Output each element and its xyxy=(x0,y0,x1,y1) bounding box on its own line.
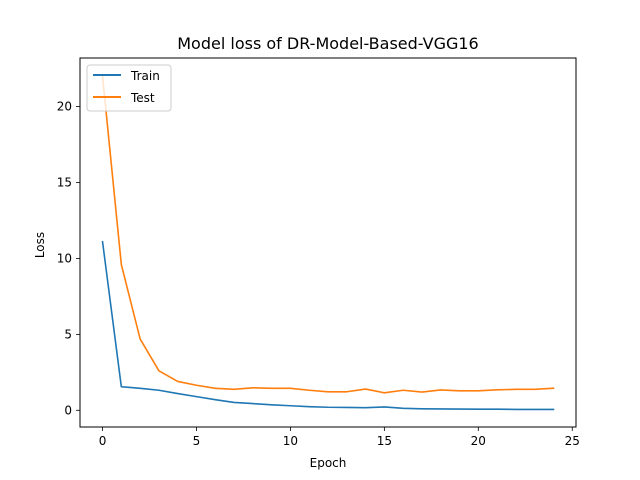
x-axis-label: Epoch xyxy=(310,456,347,470)
y-axis-label: Loss xyxy=(33,232,47,258)
x-tick-label: 5 xyxy=(193,434,201,448)
y-tick-label: 15 xyxy=(57,176,72,190)
y-axis-ticks: 0 5 10 15 20 xyxy=(57,100,80,417)
y-tick-label: 10 xyxy=(57,251,72,265)
x-tick-label: 20 xyxy=(471,434,486,448)
y-tick-label: 5 xyxy=(64,327,72,341)
series-lines xyxy=(101,75,555,411)
y-tick-label: 20 xyxy=(57,100,72,114)
legend: Train Test xyxy=(86,64,172,112)
x-tick-label: 15 xyxy=(377,434,392,448)
series-line-train xyxy=(101,240,555,411)
legend-box xyxy=(86,64,172,112)
x-tick-label: 10 xyxy=(283,434,298,448)
legend-label-test: Test xyxy=(130,91,155,105)
plot-frame xyxy=(79,57,577,428)
series-line-test xyxy=(101,75,555,394)
legend-label-train: Train xyxy=(130,69,160,83)
y-tick-label: 0 xyxy=(64,403,72,417)
chart-title: Model loss of DR-Model-Based-VGG16 xyxy=(177,34,478,53)
x-axis-ticks: 0 5 10 15 20 25 xyxy=(99,427,580,448)
x-tick-label: 25 xyxy=(565,434,580,448)
x-tick-label: 0 xyxy=(99,434,107,448)
